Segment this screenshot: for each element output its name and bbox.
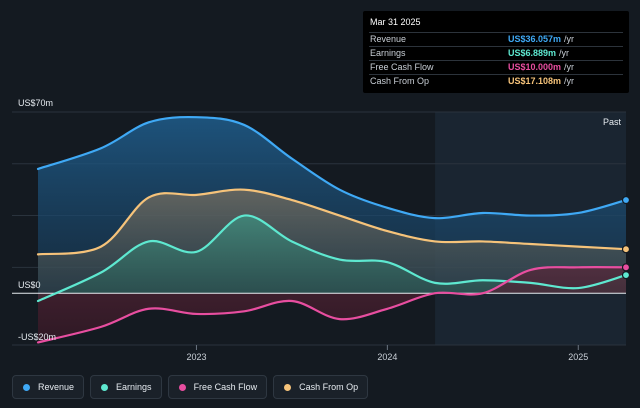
- legend-item-revenue[interactable]: Revenue: [12, 375, 85, 399]
- legend: Revenue Earnings Free Cash Flow Cash Fro…: [12, 375, 369, 401]
- legend-dot-icon: [178, 383, 186, 391]
- tooltip-unit: /yr: [564, 34, 575, 44]
- y-axis-zero-label: US$0: [18, 280, 41, 290]
- legend-item-earnings[interactable]: Earnings: [90, 375, 162, 399]
- x-tick-label: 2023: [186, 352, 206, 362]
- tooltip: Mar 31 2025 Revenue US$36.057m /yr Earni…: [363, 11, 629, 93]
- legend-dot-icon: [101, 383, 109, 391]
- legend-item-free-cash-flow[interactable]: Free Cash Flow: [167, 375, 268, 399]
- end-dot-revenue: [621, 195, 631, 205]
- tooltip-unit: /yr: [564, 62, 575, 72]
- x-tick-label: 2025: [568, 352, 588, 362]
- legend-dot-icon: [23, 383, 30, 391]
- tooltip-unit: /yr: [564, 76, 575, 86]
- legend-item-cash-from-op[interactable]: Cash From Op: [273, 375, 369, 399]
- line-free-cash-flow: [36, 266, 628, 344]
- line-earnings: [36, 214, 628, 303]
- legend-label: Revenue: [38, 382, 75, 392]
- tooltip-value: US$6.889m: [508, 48, 557, 58]
- legend-label: Free Cash Flow: [193, 382, 258, 392]
- past-label: Past: [603, 117, 622, 127]
- tooltip-label: Cash From Op: [370, 76, 430, 86]
- end-dot-free-cash-flow: [621, 263, 631, 272]
- x-axis-ticks: 2023 2024 2025: [186, 345, 588, 362]
- tooltip-unit: /yr: [559, 48, 570, 58]
- end-dot-cash-from-op: [621, 245, 631, 254]
- legend-dot-icon: [284, 383, 292, 391]
- line-revenue: [36, 115, 628, 220]
- y-axis-bottom-label: -US$20m: [18, 332, 56, 342]
- tooltip-row-earnings: Earnings US$6.889m /yr: [369, 46, 623, 60]
- tooltip-row-revenue: Revenue US$36.057m /yr: [369, 32, 623, 46]
- line-cash-from-op: [36, 188, 628, 256]
- series-end-dots: [621, 195, 631, 280]
- tooltip-date: Mar 31 2025: [370, 17, 421, 27]
- tooltip-label: Revenue: [370, 34, 407, 44]
- tooltip-value: US$36.057m: [508, 34, 562, 44]
- legend-label: Earnings: [116, 382, 152, 392]
- series-lines: [36, 115, 628, 344]
- chart-area: US$70m US$0 -US$20m Past 2023 2024 2025: [12, 98, 631, 362]
- tooltip-value: US$10.000m: [508, 62, 562, 72]
- tooltip-label: Free Cash Flow: [370, 62, 434, 72]
- tooltip-value: US$17.108m: [508, 76, 562, 86]
- legend-label: Cash From Op: [299, 382, 359, 392]
- tooltip-row-cash-from-op: Cash From Op US$17.108m /yr: [369, 74, 623, 88]
- tooltip-row-free-cash-flow: Free Cash Flow US$10.000m /yr: [369, 60, 623, 74]
- area-free-cash-flow: [38, 267, 626, 343]
- y-axis-top-label: US$70m: [18, 98, 53, 108]
- tooltip-label: Earnings: [370, 48, 406, 58]
- x-tick-label: 2024: [377, 352, 397, 362]
- end-dot-earnings: [621, 271, 631, 280]
